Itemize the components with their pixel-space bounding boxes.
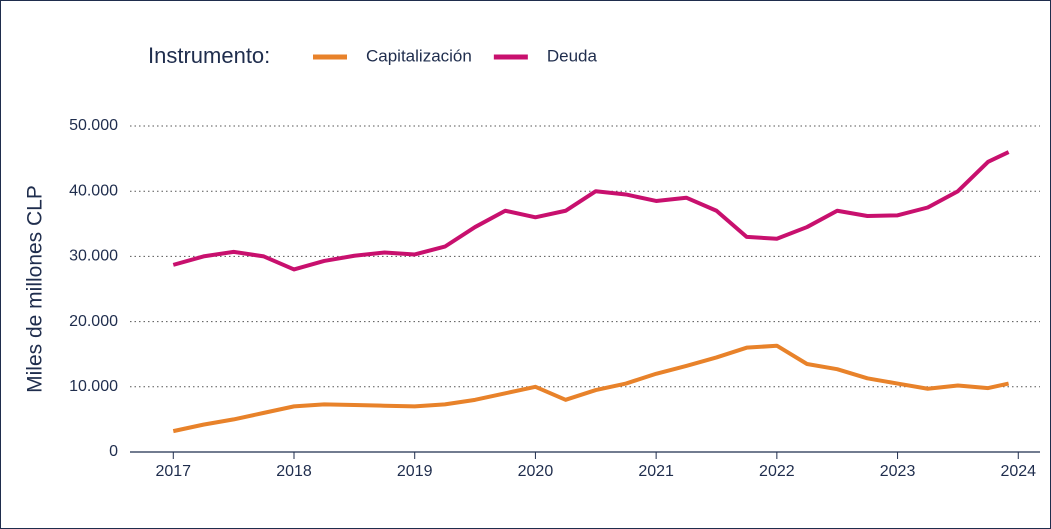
x-tick-label: 2024 <box>1000 463 1036 480</box>
y-tick-label: 30.000 <box>69 248 118 265</box>
x-tick-label: 2022 <box>759 463 795 480</box>
legend-label: Capitalización <box>366 46 472 65</box>
y-axis-label: Miles de millones CLP <box>24 185 47 393</box>
legend-label: Deuda <box>547 46 598 65</box>
x-tick-label: 2017 <box>155 463 191 480</box>
y-tick-label: 20.000 <box>69 313 118 330</box>
y-tick-label: 50.000 <box>69 117 118 134</box>
y-tick-label: 10.000 <box>69 378 118 395</box>
y-tick-label: 0 <box>109 443 118 460</box>
series-line <box>172 150 1010 272</box>
x-tick-label: 2018 <box>276 463 312 480</box>
x-tick-label: 2020 <box>518 463 554 480</box>
y-tick-label: 40.000 <box>69 182 118 199</box>
series-line <box>172 343 1010 434</box>
x-tick-label: 2021 <box>638 463 674 480</box>
x-tick-label: 2019 <box>397 463 433 480</box>
x-tick-label: 2023 <box>880 463 916 480</box>
legend-title: Instrumento: <box>148 43 270 68</box>
